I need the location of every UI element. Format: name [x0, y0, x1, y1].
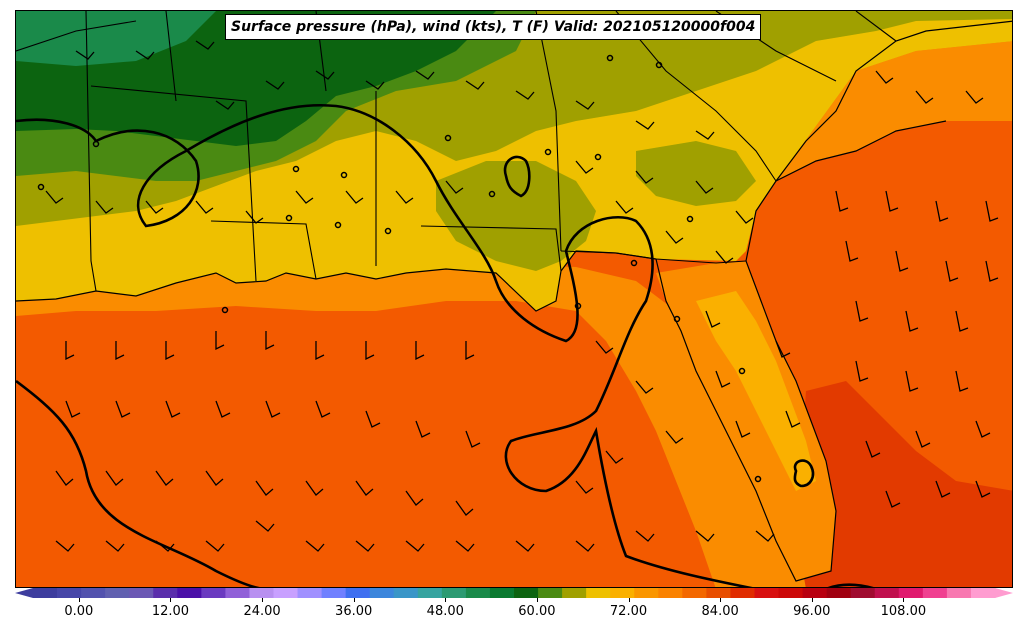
colorbar-tick-mark [262, 598, 264, 602]
florida-yellow-interior [696, 291, 816, 491]
weather-map [16, 11, 1012, 587]
colorbar-tick-label: 108.00 [880, 604, 927, 619]
pressure-isobars [16, 103, 874, 587]
atlantic-coastline [775, 20, 1012, 182]
colorbar-segment [417, 588, 443, 598]
colorbar-segment [802, 588, 828, 598]
colorbar-tick-label: 12.00 [151, 604, 190, 619]
colorbar-tick-label: 48.00 [426, 604, 464, 619]
colorbar-tick-label: 96.00 [793, 604, 831, 619]
atlantic-orange [776, 41, 1012, 181]
colorbar-tick-label: 60.00 [518, 604, 556, 619]
colorbar-segment [682, 588, 707, 598]
map-title: Surface pressure (hPa), wind (kts), T (F… [225, 14, 762, 40]
colorbar-segment [658, 588, 683, 598]
land-olive-patch [636, 141, 756, 206]
colorbar-segment [441, 588, 467, 598]
land-green-highland [16, 11, 216, 66]
colorbar-tick-mark [811, 598, 813, 602]
colorbar-tick-mark [353, 598, 355, 602]
colorbar-segment [249, 588, 274, 598]
colorbar-tick-mark [536, 598, 538, 602]
colorbar-tick-mark [445, 598, 447, 602]
colorbar-segment [177, 588, 202, 598]
colorbar-segment [105, 588, 130, 598]
warm-ocean-core [776, 381, 1012, 587]
colorbar-tick-label: 0.00 [64, 604, 94, 619]
colorbar-tick-labels: 0.00 12.00 24.00 36.00 48.00 60.00 72.00 84.00 9… [0, 598, 1022, 624]
colorbar-segment [874, 588, 900, 598]
colorbar-segment [538, 588, 563, 598]
colorbar-segment [369, 588, 395, 598]
colorbar [15, 588, 1013, 598]
colorbar-segment [57, 588, 82, 598]
colorbar-segment [321, 588, 347, 598]
colorbar-segment [730, 588, 755, 598]
colorbar-segment [562, 588, 587, 598]
colorbar-segment [706, 588, 731, 598]
colorbar-segment [754, 588, 780, 598]
colorbar-segment [586, 588, 611, 598]
gulf-coastline [16, 120, 947, 582]
map-panel [15, 10, 1013, 588]
colorbar-tick-mark [78, 598, 80, 602]
colorbar-tick-mark [903, 598, 905, 602]
colorbar-tick-label: 72.00 [609, 604, 648, 619]
colorbar-tick-mark [720, 598, 722, 602]
colorbar-segment [129, 588, 154, 598]
colorbar-segment [922, 588, 948, 598]
colorbar-segment [81, 588, 106, 598]
colorbar-tick-mark [628, 598, 630, 602]
colorbar-segment [970, 588, 996, 598]
florida-peninsula [656, 261, 836, 581]
colorbar-tick-mark [170, 598, 172, 602]
colorbar-segment [514, 588, 539, 598]
colorbar-segment [489, 588, 515, 598]
colorbar-segment [898, 588, 924, 598]
colorbar-extend-low [15, 588, 33, 598]
colorbar-segment [465, 588, 491, 598]
colorbar-segment [153, 588, 178, 598]
colorbar-segment [33, 588, 58, 598]
colorbar-segment [946, 588, 972, 598]
colorbar-tick-label: 24.00 [243, 604, 281, 619]
colorbar-segment [778, 588, 804, 598]
colorbar-segment [297, 588, 323, 598]
colorbar-tick-label: 36.00 [335, 604, 373, 619]
calm-wind-markers [37, 54, 762, 483]
colorbar-segment [393, 588, 419, 598]
colorbar-segment [225, 588, 250, 598]
colorbar-segment [826, 588, 852, 598]
colorbar-extend-high [995, 588, 1013, 598]
colorbar-segment [634, 588, 659, 598]
colorbar-segment [273, 588, 299, 598]
colorbar-tick-label: 84.00 [701, 604, 739, 619]
colorbar-segment [345, 588, 371, 598]
wind-barbs [45, 40, 999, 552]
colorbar-segment [201, 588, 226, 598]
colorbar-segment [610, 588, 635, 598]
colorbar-segment [850, 588, 876, 598]
coastal-orange-band [16, 261, 806, 587]
